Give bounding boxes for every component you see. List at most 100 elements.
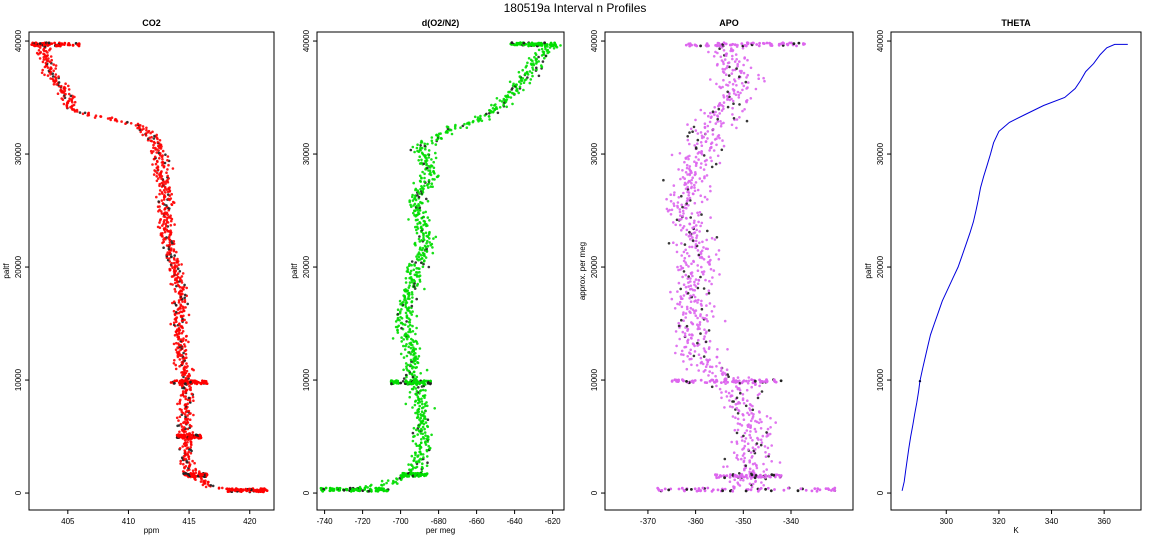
data-point xyxy=(674,351,677,355)
data-point xyxy=(682,379,685,383)
data-point xyxy=(705,304,708,307)
data-point xyxy=(411,296,414,299)
data-point xyxy=(413,263,416,266)
data-point xyxy=(708,120,712,124)
data-point xyxy=(402,344,405,348)
data-point xyxy=(413,202,417,206)
data-point xyxy=(690,178,693,182)
data-point xyxy=(198,433,202,437)
data-point xyxy=(751,408,755,412)
data-point xyxy=(766,446,770,450)
data-point xyxy=(727,74,731,77)
data-point xyxy=(687,157,690,161)
data-point xyxy=(170,247,173,250)
data-point xyxy=(187,372,191,376)
data-point xyxy=(164,222,168,226)
data-point xyxy=(694,164,698,167)
data-point xyxy=(703,195,707,199)
data-point xyxy=(166,155,170,158)
data-point xyxy=(412,365,415,369)
data-point xyxy=(415,428,418,432)
data-point xyxy=(730,47,733,50)
data-point xyxy=(407,351,410,354)
data-point xyxy=(422,417,426,420)
data-point xyxy=(59,88,63,91)
data-point xyxy=(518,85,522,88)
data-point xyxy=(413,456,416,460)
data-point xyxy=(67,92,71,96)
data-point xyxy=(173,287,177,291)
data-point xyxy=(156,141,160,144)
data-point xyxy=(160,199,164,202)
data-point xyxy=(722,49,726,52)
data-point xyxy=(506,94,510,97)
data-point xyxy=(731,68,735,72)
data-point xyxy=(675,378,678,382)
data-point xyxy=(713,106,716,109)
data-point xyxy=(681,313,685,316)
data-point xyxy=(675,243,678,247)
data-point xyxy=(526,61,529,65)
data-point xyxy=(698,177,702,180)
data-point xyxy=(710,378,714,382)
data-point xyxy=(156,171,159,175)
data-point xyxy=(719,55,723,59)
data-point xyxy=(420,438,423,441)
data-point xyxy=(690,185,693,189)
data-point xyxy=(703,349,707,353)
data-point xyxy=(693,280,696,284)
data-point xyxy=(54,75,57,79)
x-tick-label: -740 xyxy=(317,517,334,526)
data-point xyxy=(718,361,721,365)
data-point xyxy=(437,132,441,136)
data-point xyxy=(720,391,723,394)
data-point xyxy=(52,63,55,66)
data-point xyxy=(754,479,757,483)
data-point xyxy=(692,354,696,358)
data-point xyxy=(154,146,157,150)
data-point xyxy=(759,438,763,442)
data-point xyxy=(169,214,172,217)
data-point xyxy=(476,116,480,119)
data-point xyxy=(409,463,413,467)
data-point xyxy=(169,322,172,326)
data-point xyxy=(694,181,698,184)
data-point xyxy=(760,481,763,484)
data-point xyxy=(727,375,730,379)
data-point xyxy=(171,266,174,270)
data-point xyxy=(691,274,694,278)
data-point xyxy=(433,407,437,410)
data-point xyxy=(434,151,437,155)
data-point xyxy=(693,219,696,223)
data-point xyxy=(786,486,790,490)
data-point xyxy=(696,301,699,304)
data-point xyxy=(704,368,707,372)
data-point xyxy=(708,339,712,343)
data-point xyxy=(742,452,746,455)
data-point xyxy=(702,287,706,290)
data-point xyxy=(529,78,533,81)
data-point xyxy=(432,160,436,164)
data-point xyxy=(450,132,454,136)
data-point xyxy=(60,97,63,100)
data-point xyxy=(722,41,726,45)
data-point xyxy=(419,200,422,204)
data-point xyxy=(402,368,405,372)
data-point xyxy=(410,300,414,303)
data-point xyxy=(417,251,421,254)
data-point xyxy=(416,222,419,226)
data-point xyxy=(684,261,687,264)
data-point xyxy=(724,390,728,393)
data-point xyxy=(417,203,420,206)
data-point xyxy=(68,97,71,100)
x-tick-label: 360 xyxy=(1097,517,1111,526)
data-point xyxy=(413,362,417,366)
data-point xyxy=(420,427,423,431)
data-point xyxy=(718,47,721,50)
data-point xyxy=(411,193,414,197)
data-point xyxy=(749,430,752,433)
data-point xyxy=(31,43,35,47)
data-point xyxy=(731,54,734,58)
